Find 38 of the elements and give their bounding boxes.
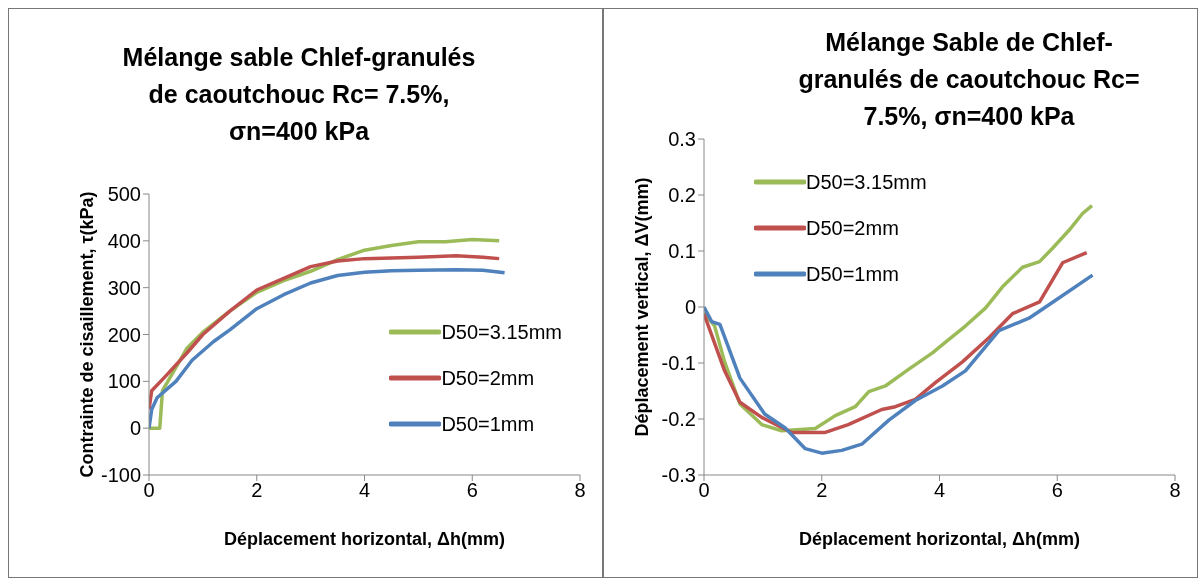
- x-tick-label: 0: [143, 479, 155, 502]
- x-tick-label: 4: [933, 479, 946, 502]
- y-tick-label: 300: [107, 276, 141, 299]
- x-tick-label: 2: [816, 479, 828, 502]
- y-tick-label: 0: [684, 296, 696, 319]
- y-tick-label: -0.2: [661, 408, 696, 431]
- y-tick-label: 400: [107, 229, 141, 252]
- y-tick-label: -0.3: [661, 464, 696, 487]
- x-tick-label: 8: [574, 479, 586, 502]
- line-series: [704, 250, 1089, 435]
- y-tick-label: 500: [107, 183, 141, 206]
- chart-title: Mélange Sable de Chlef-granulés de caoutchouc Rc= 7.5%, σn=400 kPa: [797, 27, 1141, 132]
- legend-label: D50=2mm: [441, 366, 535, 390]
- chart-title: Mélange sable Chlef-granulés de caoutchouc Rc= 7.5%, σn=400 kPa: [121, 42, 477, 147]
- y-tick-label: 0.3: [668, 128, 696, 151]
- legend-label: D50=2mm: [806, 216, 899, 240]
- y-tick-label: 0.1: [668, 240, 696, 263]
- legend-label: D50=3.15mm: [806, 170, 927, 194]
- x-tick-label: 0: [698, 479, 710, 502]
- x-tick-label: 6: [1051, 479, 1063, 502]
- legend-label: D50=1mm: [441, 412, 535, 436]
- y-tick-label: -100: [100, 464, 141, 487]
- y-tick-label: 0.2: [668, 184, 696, 207]
- legend-label: D50=3.15mm: [441, 320, 562, 344]
- y-axis-title: Déplacement vertical, ΔV(mm): [632, 177, 653, 437]
- x-axis-title: Déplacement horizontal, Δh(mm): [799, 529, 1080, 549]
- y-tick-label: 100: [107, 370, 141, 393]
- line-series: [704, 203, 1094, 433]
- y-tick-label: 200: [107, 323, 141, 346]
- y-tick-label: -0.1: [661, 352, 696, 375]
- x-tick-label: 4: [358, 479, 371, 502]
- x-tick-label: 8: [1169, 479, 1181, 502]
- legend-label: D50=1mm: [806, 262, 899, 286]
- y-tick-label: 0: [129, 417, 141, 440]
- x-tick-label: 6: [466, 479, 478, 502]
- x-axis-title: Déplacement horizontal, Δh(mm): [224, 529, 505, 549]
- x-tick-label: 2: [251, 479, 263, 502]
- y-axis-title: Contrainte de cisaillement, τ(kPa): [77, 191, 98, 478]
